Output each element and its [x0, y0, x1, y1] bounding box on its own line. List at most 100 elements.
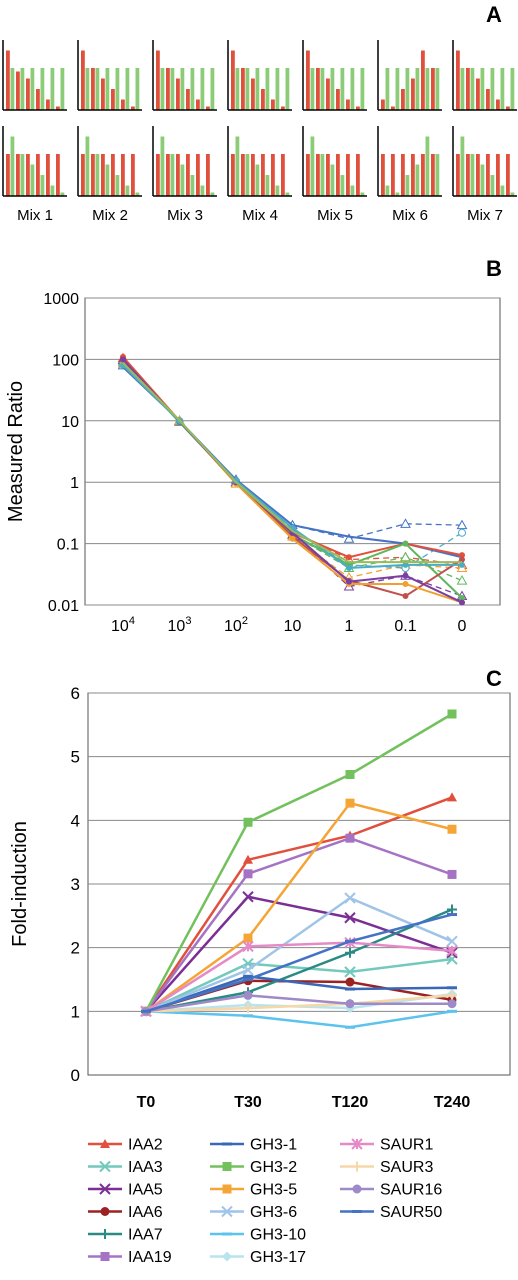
panel-b-letter: B [486, 256, 502, 281]
mix-1-row-1-red-bar-1 [6, 50, 10, 110]
mix-6-row-1-red-bar-2 [391, 106, 395, 110]
mix-4-row-2-green-bar-4 [265, 175, 270, 196]
mix-5-row-2-green-bar-1 [310, 136, 315, 196]
mix-4-row-1-red-bar-5 [271, 99, 275, 110]
mix-label-4: Mix 4 [242, 207, 278, 224]
mix-7-row-2 [452, 126, 517, 197]
mix-5-row-2-red-bar-1 [306, 154, 310, 196]
legend-label-SAUR3: SAUR3 [380, 1159, 433, 1176]
series-GH3-6-point-2 [344, 892, 356, 904]
mix-7-row-2-red-bar-3 [476, 154, 480, 196]
mix-2-row-2 [77, 126, 142, 197]
mix-7-row-2-green-bar-5 [500, 185, 505, 196]
x-tick-T120: T120 [332, 1094, 369, 1111]
legend-item-IAA6: IAA6 [88, 1204, 163, 1221]
mix-7-row-2-red-bar-2 [466, 154, 470, 196]
plot-frame [84, 297, 501, 606]
mix-6-row-2-red-bar-4 [411, 154, 415, 196]
series-SAUR16-point-1 [243, 990, 253, 1000]
legend-swatch-marker-GH3-5 [222, 1184, 232, 1194]
mix-1-row-1-green-bar-3 [30, 68, 35, 110]
mix-3-row-2-green-bar-5 [200, 185, 205, 196]
mix-3-row-2-green-bar-6 [210, 192, 215, 196]
mix-2-row-2-green-bar-1 [85, 136, 90, 196]
dashed-series-3-line [122, 359, 463, 597]
mix-4-row-2-red-bar-6 [281, 154, 285, 196]
mix-7-row-1-green-bar-2 [470, 68, 475, 110]
legend-label-GH3-6: GH3-6 [250, 1204, 297, 1221]
x-tick-6: 0 [458, 618, 467, 635]
solid-series-1-point-6 [459, 552, 465, 559]
mix-5-row-2-green-bar-3 [330, 164, 335, 196]
mix-2-row-2-red-bar-4 [111, 154, 115, 196]
y-tick-1000: 1000 [43, 291, 79, 308]
mix-7-row-1-red-bar-1 [456, 50, 460, 110]
series-GH3-10 [141, 1009, 457, 1029]
mix-2-row-1-red-bar-5 [121, 99, 125, 110]
fold-induction-legend: IAA2 IAA3 IAA5 IAA6 IAA7 IAA19 GH3-1 GH3-2 GH3-5… [88, 1137, 442, 1266]
mix-4-row-2-green-bar-3 [255, 164, 260, 196]
mix-3-row-2-red-bar-2 [166, 154, 170, 196]
series-GH3-5-line [145, 801, 453, 1013]
series-SAUR16-point-2 [345, 999, 355, 1009]
series-GH3-1-line [145, 975, 453, 1013]
legend-item-GH3-17: GH3-17 [210, 1249, 306, 1266]
y-tick-6: 6 [71, 684, 80, 703]
mix-7-row-2-green-bar-1 [460, 136, 465, 196]
mix-2-row-1-red-bar-4 [111, 89, 115, 110]
series-IAA7-point-2 [345, 947, 355, 958]
mix-5-row-1-red-bar-2 [316, 68, 320, 110]
mix-3-row-1 [152, 40, 217, 111]
mix-6-row-1-red-bar-4 [411, 78, 415, 110]
mix-1-row-1 [2, 40, 67, 111]
mix-7-row-1-green-bar-5 [500, 68, 505, 110]
mix-4-row-1-red-bar-3 [251, 78, 255, 110]
mix-4-row-1-green-bar-2 [245, 68, 250, 110]
mix-3-row-2-red-bar-5 [196, 154, 200, 196]
mix-1-row-1-green-bar-4 [40, 68, 45, 110]
mix-5-row-2-red-bar-6 [356, 154, 360, 196]
solid-series-5 [120, 356, 465, 606]
mix-2-row-1-green-bar-3 [105, 68, 110, 110]
mix-6-row-2-green-bar-3 [405, 175, 410, 196]
mix-5-row-1-red-bar-1 [306, 50, 310, 110]
mix-4-row-1-green-bar-6 [285, 68, 290, 110]
mix-7-row-1-red-bar-6 [506, 106, 510, 110]
mix-5-row-1-red-bar-6 [356, 106, 360, 110]
mix-6-row-2-red-bar-2 [391, 154, 395, 196]
legend-swatch-marker-IAA2 [100, 1139, 110, 1148]
dashed-series-0 [117, 359, 468, 543]
mix-2-row-2-red-bar-1 [81, 154, 85, 196]
mix-label-7: Mix 7 [467, 207, 503, 224]
series-SAUR50-point-1 [243, 978, 253, 981]
mix-5-row-2 [302, 126, 367, 197]
mix-3-row-2-green-bar-4 [190, 175, 195, 196]
mix-6-row-1-green-bar-6 [435, 68, 440, 110]
solid-series-3-line [122, 360, 463, 598]
series-IAA7-point-3 [447, 904, 457, 915]
solid-series-4-line [122, 363, 463, 604]
mix-3-row-1-red-bar-4 [186, 89, 190, 110]
mix-1-row-2-green-bar-2 [20, 154, 25, 196]
legend-item-SAUR50: SAUR50 [340, 1204, 442, 1221]
mix-7-row-2-green-bar-2 [470, 154, 475, 196]
mix-5-row-2-red-bar-5 [346, 154, 350, 196]
mix-6-row-1-green-bar-2 [395, 68, 400, 110]
mix-4-row-2-red-bar-5 [271, 154, 275, 196]
legend-swatch-marker-SAUR16 [352, 1184, 362, 1194]
solid-series-4-point-3 [289, 535, 296, 542]
dashed-series-2 [117, 356, 468, 585]
mix-5-row-2-red-bar-3 [326, 154, 330, 196]
mix-4-row-2-red-bar-3 [251, 154, 255, 196]
mix-5-row-2-red-bar-4 [336, 154, 340, 196]
legend-label-IAA3: IAA3 [128, 1159, 163, 1176]
mix-7-row-2-red-bar-4 [486, 154, 490, 196]
mix-2-row-1-green-bar-6 [135, 68, 140, 110]
mix-3-row-1-red-bar-1 [156, 50, 160, 110]
mix-1-row-2-green-bar-4 [40, 175, 45, 196]
mix-6-row-1 [377, 40, 442, 111]
legend-label-GH3-10: GH3-10 [250, 1227, 306, 1244]
series-GH3-5-point-2 [345, 798, 355, 808]
mix-2-row-2-green-bar-3 [105, 164, 110, 196]
dashed-series-0-line [122, 364, 463, 540]
